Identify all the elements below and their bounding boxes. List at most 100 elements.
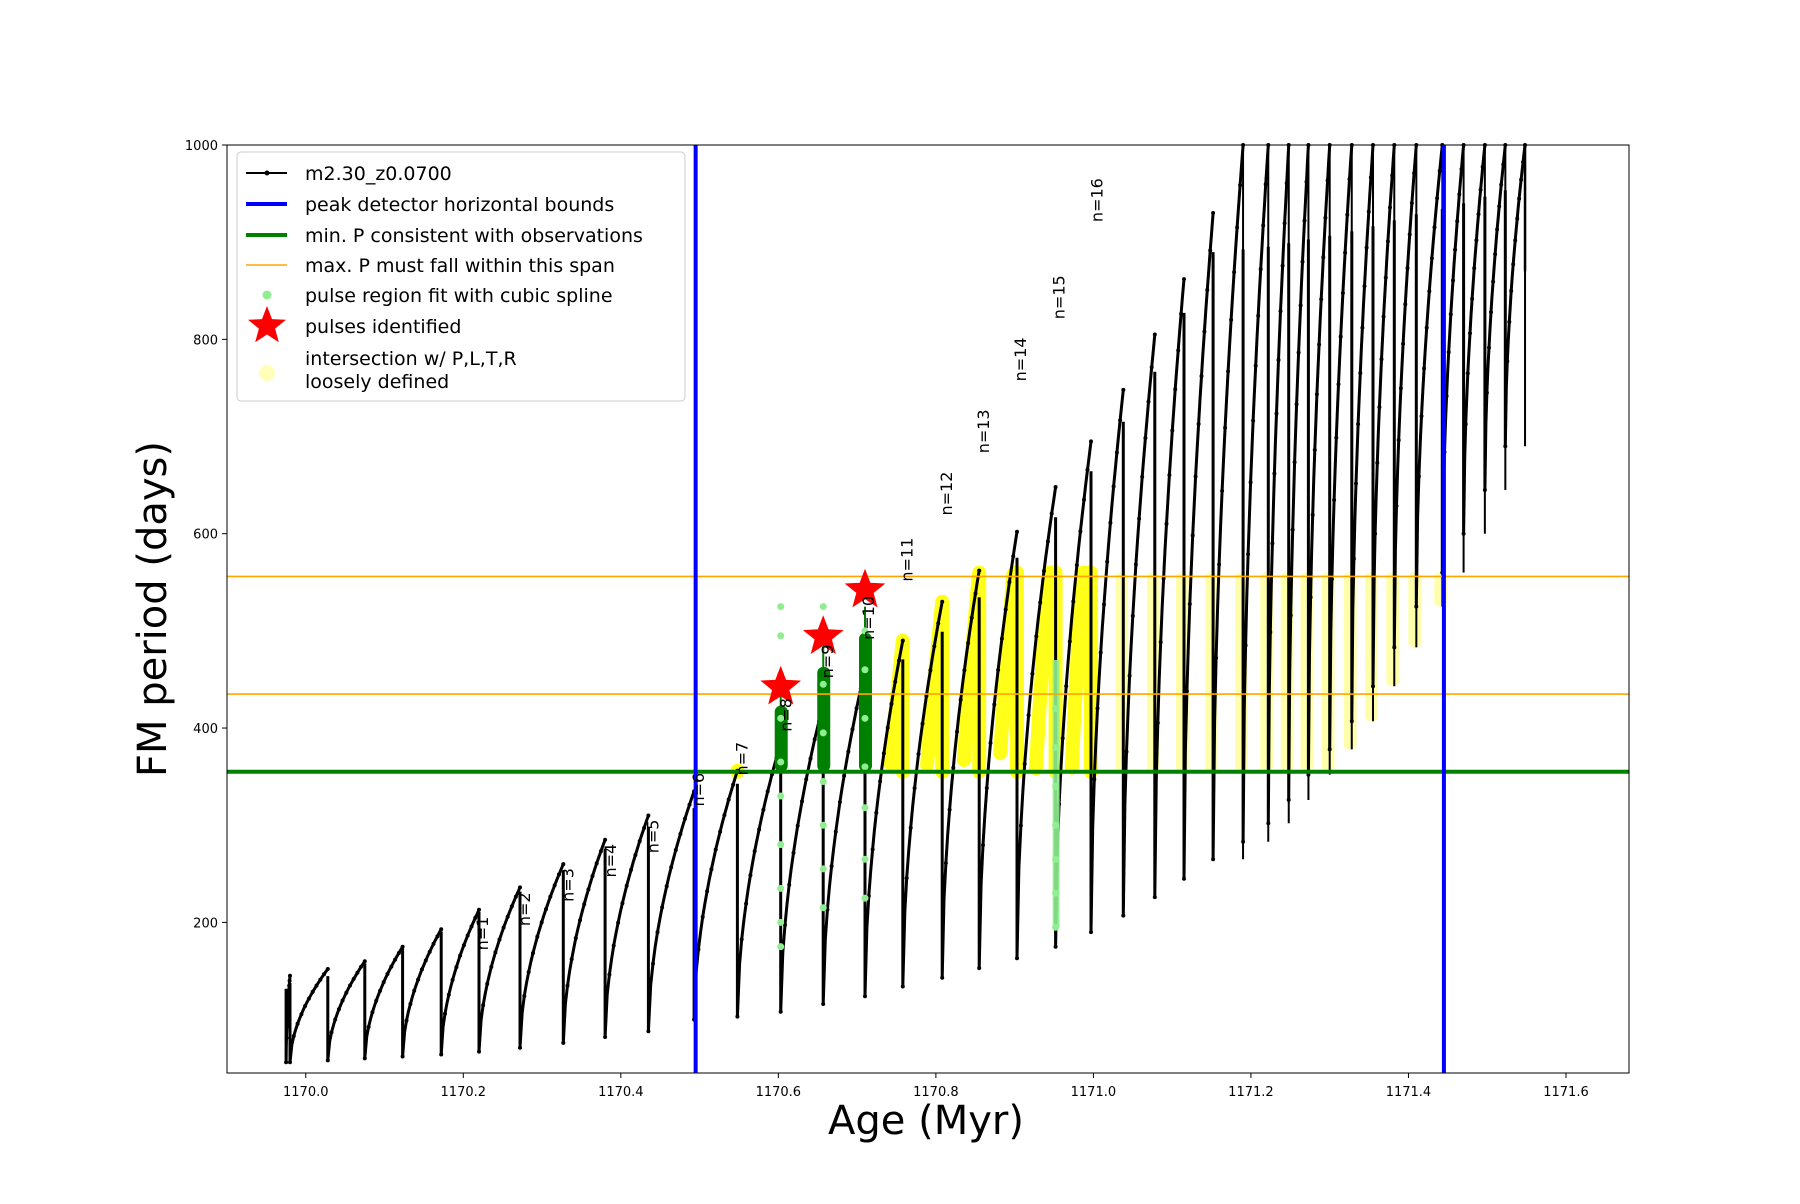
model-track-point	[362, 959, 367, 964]
model-track-point	[1517, 196, 1522, 201]
model-track-point	[1078, 529, 1083, 534]
model-track-point	[1503, 444, 1508, 449]
model-track-point	[366, 1024, 371, 1029]
model-track-point	[821, 1002, 826, 1006]
spline-fit-point	[819, 865, 827, 873]
model-track-point	[1071, 599, 1076, 604]
model-track-point	[709, 867, 714, 872]
model-track-point	[1340, 291, 1345, 295]
model-track-point	[1226, 369, 1231, 374]
model-track-point	[1321, 255, 1326, 260]
model-track-point	[1474, 238, 1479, 243]
spline-fit-point	[777, 603, 785, 611]
model-track-point	[846, 749, 851, 754]
model-track-point	[1505, 359, 1510, 364]
model-track-point	[1484, 390, 1489, 395]
model-track-point	[1176, 348, 1181, 353]
mode-label: n=4	[601, 844, 620, 878]
model-track-point	[1164, 521, 1169, 526]
model-track-point	[1095, 706, 1100, 711]
model-track-segment	[1462, 144, 1487, 534]
intersection-region	[993, 565, 1024, 779]
model-track-point	[932, 644, 937, 649]
model-track-point	[1463, 422, 1468, 427]
spline-fit-point	[777, 758, 785, 766]
model-track-point	[969, 615, 974, 620]
model-track-point	[1278, 309, 1283, 314]
model-track-point	[678, 832, 683, 836]
spline-fit-region	[1052, 660, 1060, 928]
x-tick-label: 1170.4	[598, 1085, 644, 1100]
x-tick-label: 1171.6	[1543, 1085, 1589, 1100]
model-track-point	[908, 825, 913, 830]
model-track-segment	[1153, 278, 1186, 898]
model-track-point	[1292, 460, 1297, 465]
model-track-point	[427, 949, 432, 954]
model-track-point	[1493, 252, 1498, 257]
model-track-point	[664, 884, 669, 889]
model-track-point	[1182, 876, 1186, 881]
plot-frame	[226, 144, 1630, 1074]
model-track-point	[497, 937, 502, 942]
model-track-point	[1121, 387, 1126, 392]
model-track-point	[1045, 539, 1050, 544]
model-track-point	[454, 965, 459, 970]
mode-label: n=9	[818, 645, 837, 679]
model-track-point	[522, 994, 527, 998]
model-track-point	[1455, 219, 1460, 224]
model-track-point	[1343, 250, 1348, 255]
model-track-point	[1338, 334, 1343, 339]
model-track-point	[1235, 225, 1240, 230]
model-track-point	[1133, 562, 1138, 567]
intersection-region	[1115, 572, 1129, 772]
model-track-point	[404, 1018, 409, 1023]
model-track-point	[1030, 671, 1035, 676]
model-track-point	[1211, 211, 1216, 215]
model-track-point	[1290, 527, 1295, 532]
model-track-point	[977, 568, 982, 573]
model-track-point	[348, 983, 352, 988]
model-track-point	[1329, 577, 1334, 582]
x-tick-label: 1170.0	[283, 1085, 329, 1100]
model-track-point	[761, 807, 766, 812]
model-track-segment	[692, 770, 739, 1020]
model-track-point	[1190, 533, 1195, 538]
model-track-point	[1217, 562, 1222, 567]
model-track-point	[787, 882, 792, 887]
model-track-point	[1435, 196, 1440, 201]
model-track-point	[1042, 569, 1046, 573]
mode-label: n=6	[689, 773, 708, 807]
model-track-point	[1385, 239, 1390, 244]
model-track-point	[535, 934, 540, 939]
y-tick-label: 800	[193, 333, 218, 348]
model-track-point	[477, 1049, 481, 1054]
model-track-point	[1161, 576, 1166, 581]
model-track-point	[1392, 645, 1397, 650]
model-track-point	[1211, 857, 1216, 862]
spline-fit-point	[777, 943, 785, 951]
model-track-point	[505, 914, 510, 919]
model-track-point	[1060, 736, 1065, 741]
model-track-point	[1294, 402, 1299, 407]
model-track-point	[1487, 345, 1491, 350]
model-track-point	[1232, 270, 1237, 275]
model-track-point	[1373, 531, 1378, 536]
model-track-point	[1437, 169, 1442, 173]
model-track-point	[1472, 266, 1477, 271]
model-track-point	[443, 1011, 447, 1016]
model-track-point	[548, 894, 553, 899]
model-track-point	[1286, 797, 1291, 802]
model-track-point	[1092, 777, 1097, 782]
model-track-point	[1509, 288, 1514, 293]
model-track-point	[1251, 418, 1256, 423]
model-track-point	[1482, 488, 1487, 492]
model-track-point	[1266, 821, 1271, 826]
model-track-point	[900, 984, 905, 989]
model-track-point	[642, 826, 647, 830]
model-track-point	[385, 972, 390, 976]
legend-label: intersection w/ P,L,T,R	[305, 348, 517, 370]
model-track-segment	[1287, 144, 1310, 800]
model-track-point	[389, 964, 394, 969]
model-track-point	[757, 827, 762, 832]
intersection-region	[1064, 565, 1098, 779]
